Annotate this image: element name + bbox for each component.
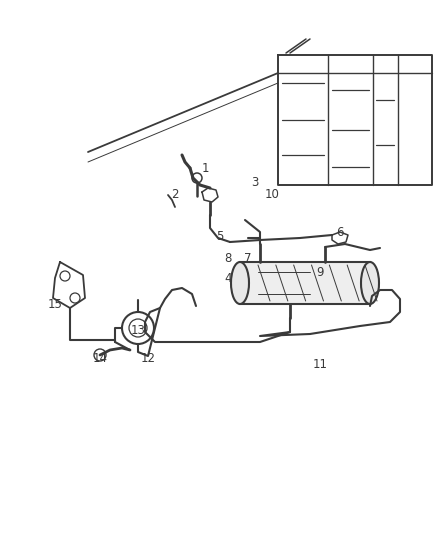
Text: 9: 9: [316, 265, 324, 279]
Text: 5: 5: [216, 230, 224, 244]
Ellipse shape: [361, 262, 379, 304]
Bar: [240, 262, 370, 304]
Text: 10: 10: [265, 189, 279, 201]
Text: 4: 4: [224, 271, 232, 285]
Text: 7: 7: [244, 252, 252, 264]
Text: 2: 2: [171, 189, 179, 201]
Text: 8: 8: [224, 252, 232, 264]
Text: 15: 15: [48, 298, 63, 311]
Text: 12: 12: [141, 351, 155, 365]
Text: 13: 13: [131, 324, 145, 336]
Text: 14: 14: [92, 351, 107, 365]
Text: 11: 11: [312, 359, 328, 372]
Text: 6: 6: [336, 225, 344, 238]
Ellipse shape: [231, 262, 249, 304]
Text: 3: 3: [251, 176, 259, 190]
Text: 1: 1: [201, 161, 209, 174]
